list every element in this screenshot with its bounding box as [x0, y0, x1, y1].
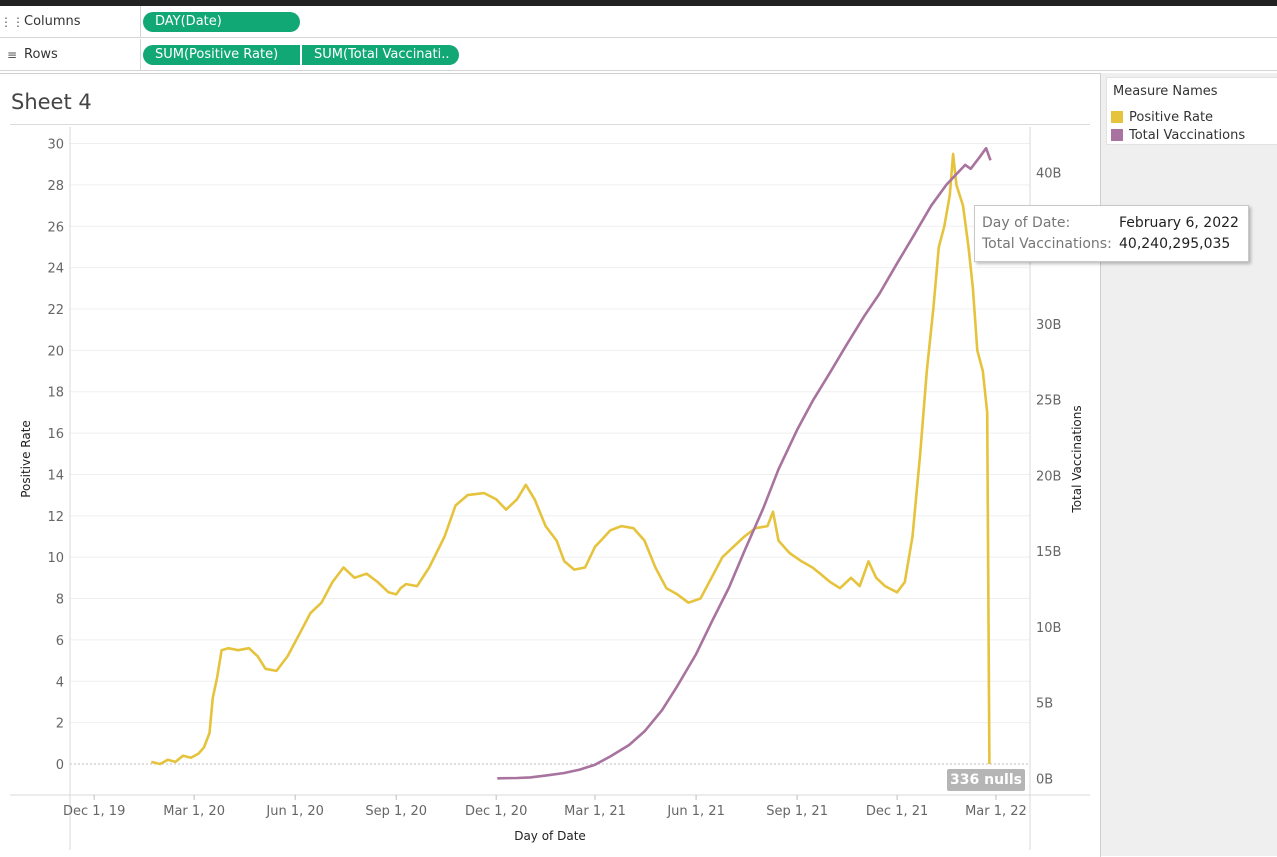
columns-pill-date[interactable]: DAY(Date)	[143, 12, 300, 32]
y2-tick-label: 25B	[1036, 394, 1061, 409]
y-tick-label: 10	[47, 551, 64, 566]
chart-axes	[10, 127, 1090, 850]
y-tick-label: 28	[47, 179, 64, 194]
x-tick-label: Dec 1, 20	[465, 804, 527, 819]
y-tick-label: 20	[47, 344, 64, 359]
tooltip-vacc-value: 40,240,295,035	[1119, 236, 1231, 252]
y-tick-label: 8	[56, 593, 64, 608]
legend-swatch-total-vaccinations	[1111, 129, 1123, 141]
columns-shelf-label: ⋮⋮ Columns	[0, 6, 141, 37]
y2-tick-label: 40B	[1036, 166, 1061, 181]
columns-shelf[interactable]: ⋮⋮ Columns DAY(Date)	[0, 6, 1277, 38]
y-tick-label: 2	[56, 717, 64, 732]
y2-tick-label: 0B	[1036, 772, 1053, 787]
legend-item-total-vaccinations[interactable]: Total Vaccinations	[1111, 126, 1245, 144]
x-tick-label: Mar 1, 20	[163, 804, 225, 819]
legend-title: Measure Names	[1113, 84, 1218, 99]
y-tick-label: 30	[47, 138, 64, 153]
x-tick-label: Dec 1, 21	[866, 804, 928, 819]
series-line-total-vaccinations[interactable]	[497, 146, 992, 780]
rows-label-text: Rows	[24, 47, 58, 62]
y-tick-label: 22	[47, 303, 64, 318]
rows-shelf-label: ≡ Rows	[0, 39, 141, 70]
y-tick-label: 26	[47, 220, 64, 235]
x-tick-label: Mar 1, 21	[564, 804, 626, 819]
chart-gridlines	[70, 143, 1030, 765]
rows-pill-positive-rate[interactable]: SUM(Positive Rate)	[143, 45, 300, 65]
title-divider	[10, 124, 1090, 125]
sheet-title: Sheet 4	[11, 90, 92, 114]
y-tick-label: 6	[56, 634, 64, 649]
y2-tick-label: 5B	[1036, 697, 1053, 712]
x-tick-label: Mar 1, 22	[965, 804, 1027, 819]
columns-icon: ⋮⋮	[0, 14, 24, 29]
legend-label-positive-rate: Positive Rate	[1129, 109, 1214, 125]
x-tick-label: Sep 1, 21	[766, 804, 828, 819]
rows-shelf[interactable]: ≡ Rows SUM(Positive Rate) SUM(Total Vacc…	[0, 39, 1277, 71]
tooltip-vacc-key: Total Vaccinations:	[982, 236, 1112, 252]
y-tick-label: 16	[47, 427, 64, 442]
y2-tick-label: 30B	[1036, 318, 1061, 333]
tooltip-date-key: Day of Date:	[982, 215, 1071, 231]
x-tick-label: Sep 1, 20	[365, 804, 427, 819]
y-tick-label: 14	[47, 468, 64, 483]
y-tick-label: 4	[56, 675, 64, 690]
legend-label-total-vaccinations: Total Vaccinations	[1129, 127, 1246, 143]
y-tick-label: 0	[56, 758, 64, 773]
x-axis-title: Day of Date	[514, 829, 586, 843]
nulls-indicator[interactable]: 336 nulls	[947, 769, 1025, 791]
worksheet-canvas	[0, 73, 1101, 857]
legend-item-positive-rate[interactable]: Positive Rate	[1111, 108, 1213, 126]
tooltip-date-value: February 6, 2022	[1119, 215, 1239, 231]
legend-swatch-positive-rate	[1111, 111, 1123, 123]
y2-tick-label: 20B	[1036, 469, 1061, 484]
side-panel	[1101, 73, 1277, 856]
window-top-bar	[0, 0, 1277, 6]
data-tooltip: Day of Date: February 6, 2022 Total Vacc…	[974, 205, 1249, 262]
y-tick-label: 12	[47, 510, 64, 525]
color-legend[interactable]: Measure Names Positive Rate Total Vaccin…	[1106, 77, 1277, 145]
chart-series[interactable]	[150, 146, 992, 780]
y-tick-label: 24	[47, 262, 64, 277]
series-line-positive-rate[interactable]	[150, 152, 991, 766]
x-axis-ticks: Dec 1, 19 Mar 1, 20 Jun 1, 20 Sep 1, 20 Dec …	[63, 795, 1027, 819]
y-tick-label: 18	[47, 386, 64, 401]
rows-pill-total-vaccinations[interactable]: SUM(Total Vaccinati..	[302, 45, 459, 65]
y2-axis-title: Total Vaccinations	[1070, 405, 1084, 513]
rows-icon: ≡	[6, 47, 18, 62]
y2-tick-label: 10B	[1036, 621, 1061, 636]
y-axis-title: Positive Rate	[19, 420, 33, 498]
columns-label-text: Columns	[24, 14, 81, 29]
x-tick-label: Jun 1, 20	[265, 804, 324, 819]
x-tick-label: Jun 1, 21	[666, 804, 725, 819]
x-tick-label: Dec 1, 19	[63, 804, 125, 819]
y2-tick-label: 15B	[1036, 545, 1061, 560]
